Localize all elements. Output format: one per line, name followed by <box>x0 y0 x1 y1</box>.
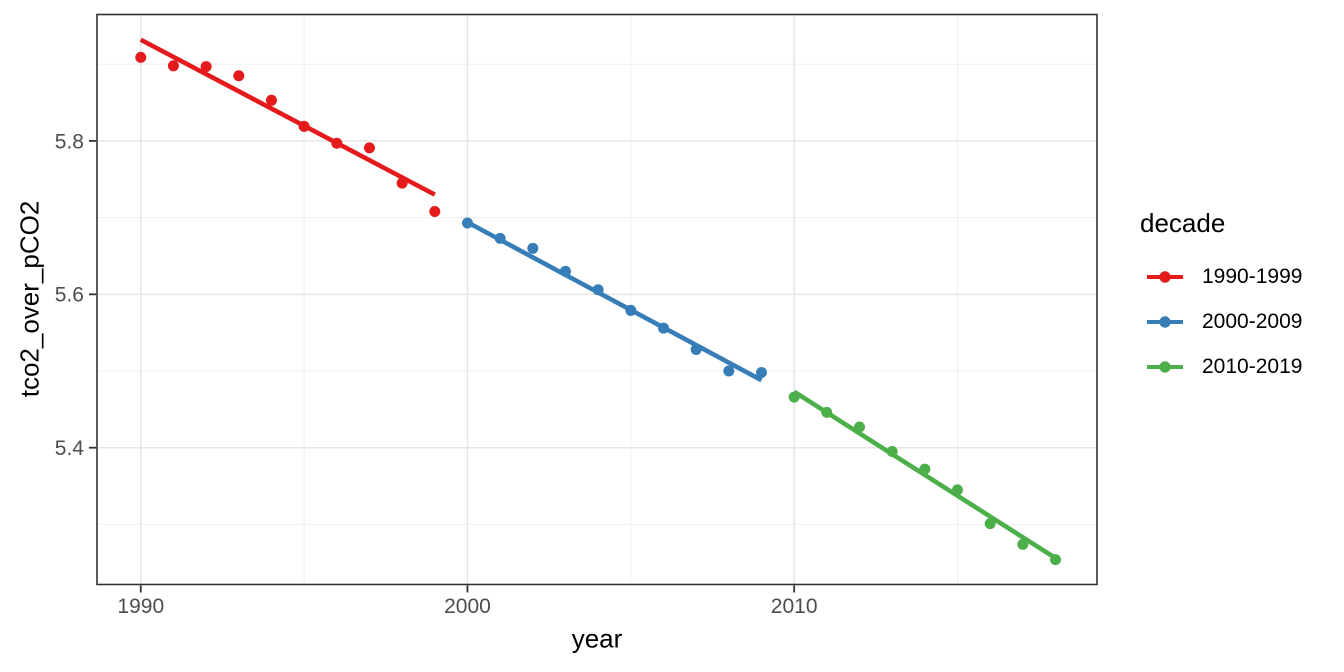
data-point <box>363 142 375 154</box>
data-point <box>657 322 669 334</box>
legend-entry: 1990-1999 <box>1140 265 1302 289</box>
panel-border <box>96 13 1098 586</box>
data-point <box>919 463 931 475</box>
trend-line <box>466 220 763 383</box>
y-tick-label: 5.8 <box>55 130 84 153</box>
data-point <box>461 217 473 229</box>
legend-entry: 2010-2019 <box>1140 355 1302 379</box>
data-point <box>755 367 767 379</box>
data-point <box>429 206 441 218</box>
data-point <box>821 406 833 418</box>
data-point <box>527 242 539 254</box>
y-tick-label: 5.4 <box>55 437 85 460</box>
data-point <box>233 70 245 82</box>
data-point <box>200 61 212 73</box>
legend-label: 2000-2009 <box>1202 310 1303 333</box>
data-point <box>1050 554 1062 566</box>
trend-line <box>139 37 436 197</box>
data-point <box>167 60 179 72</box>
trend-line <box>792 389 1057 561</box>
data-point <box>265 94 277 106</box>
x-tick-label: 2010 <box>771 595 818 618</box>
data-point <box>396 177 408 189</box>
x-axis-title: year <box>571 623 623 654</box>
x-tick-label: 2000 <box>444 595 491 618</box>
panel-background <box>97 14 1097 585</box>
legend-label: 1990-1999 <box>1202 265 1303 288</box>
y-axis-title: tco2_over_pCO2 <box>14 200 45 398</box>
legend-key-line-dot-icon <box>1147 316 1183 328</box>
y-tick-label: 5.6 <box>55 284 84 307</box>
data-point <box>723 365 735 377</box>
data-point <box>886 446 898 458</box>
data-point <box>559 265 571 277</box>
legend-label: 2010-2019 <box>1202 355 1303 378</box>
data-point <box>984 518 996 530</box>
data-point <box>298 120 310 132</box>
x-tick-label: 1990 <box>117 595 164 618</box>
data-point <box>788 391 800 403</box>
data-point <box>1017 538 1029 550</box>
data-point <box>952 484 964 496</box>
legend-key-line-dot-icon <box>1147 271 1183 283</box>
data-point <box>494 232 506 244</box>
data-point <box>592 284 604 296</box>
data-point <box>625 304 637 316</box>
legend-title: decade <box>1140 208 1226 238</box>
legend: decade 1990-1999 2000-2009 2010-2019 <box>1140 209 1302 400</box>
data-point <box>690 344 702 356</box>
legend-entry: 2000-2009 <box>1140 310 1302 334</box>
data-point <box>853 421 865 433</box>
legend-key-line-dot-icon <box>1147 361 1183 373</box>
data-point <box>135 51 147 63</box>
data-point <box>331 137 343 149</box>
